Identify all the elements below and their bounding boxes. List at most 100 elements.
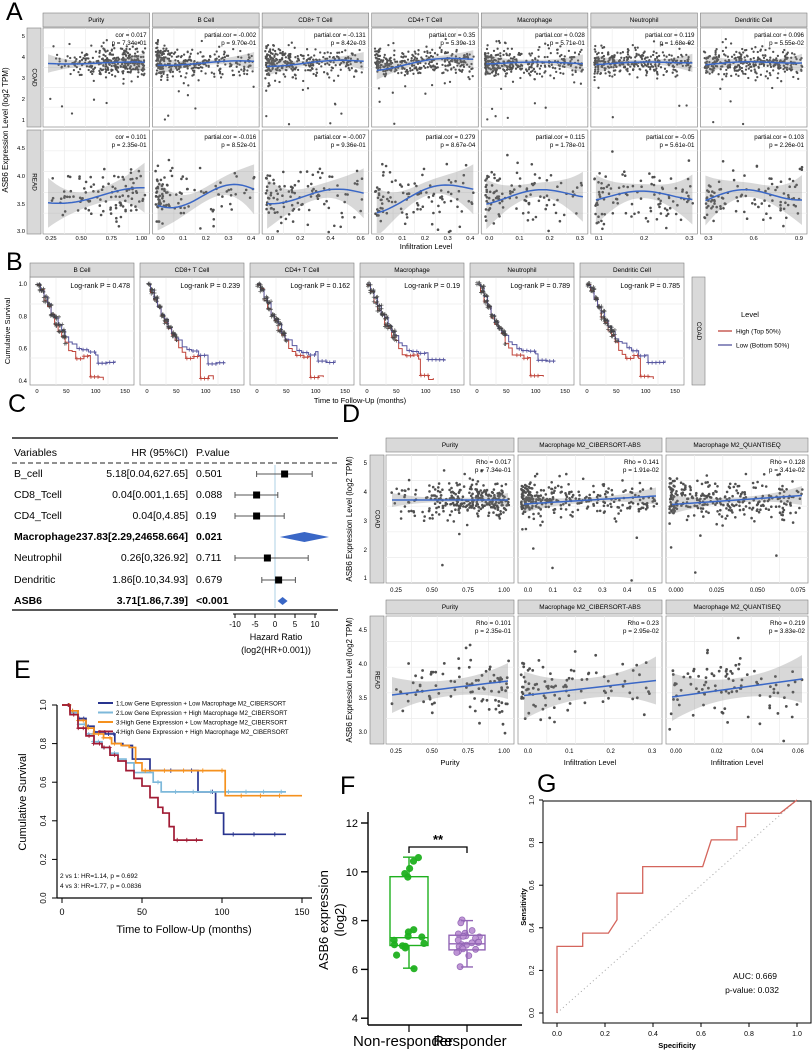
rho-annotation: Rho = 0.23 — [628, 620, 660, 627]
y-tick-label: 0.6 — [39, 776, 48, 788]
y-tick-label: 3.5 — [17, 202, 25, 208]
panel-a: ASB6 Expression Level (log2 TPM) Infiltra… — [1, 12, 808, 251]
x-tick-label: 0.9 — [795, 236, 803, 242]
cor-annotation: partial.cor = -0.05 — [646, 134, 695, 141]
censor-marks-high — [514, 353, 541, 378]
plot-panel — [42, 129, 150, 235]
x-tick-label: 0.00 — [670, 749, 682, 755]
facet-strip-label: Macrophage M2_CIBERSORT-ABS — [539, 442, 640, 449]
estimate-square — [275, 576, 283, 584]
auc-text: AUC: 0.669 — [733, 971, 777, 981]
p-annotation: p = 7.34e-01 — [112, 40, 147, 47]
rho-annotation: Rho = 0.128 — [770, 459, 805, 466]
plot-panel — [665, 615, 809, 745]
y-tick-label: 1.0 — [19, 282, 28, 288]
panel-b-cell: Log-rank P = 0.785 — [579, 276, 685, 386]
panel-g-ylabel: Sensitivity — [519, 887, 528, 925]
p-annotation: p = 1.68e-02 — [660, 40, 695, 47]
x-tick-label: 0.2 — [546, 236, 554, 242]
axis-tick-label: 0 — [273, 620, 278, 629]
x-tick-label: 50 — [613, 389, 619, 395]
estimate-diamond-wide — [279, 532, 329, 542]
x-tick-label: 0.1 — [179, 236, 187, 242]
axis-tick-label: 5 — [293, 620, 298, 629]
panel-e: 1.0 0.8 0.6 0.4 0.2 0.0 0 50 100 150 Cumulative Su… — [17, 699, 312, 936]
forest-axis-label: Hazard Ratio — [250, 632, 303, 642]
row-pvalue: 0.711 — [196, 552, 222, 564]
facet-strip-label: COAD — [695, 322, 702, 341]
plot-panel — [590, 129, 698, 235]
grid-lines — [590, 130, 698, 234]
group-label: Non-responder — [353, 1033, 453, 1050]
facet-strip-label: Macrophage — [394, 267, 430, 274]
x-tick-label: 0.50 — [426, 588, 438, 594]
grid-lines — [700, 28, 807, 127]
panel-a-ylabel: ASB6 Expression Level (log2 TPM) — [1, 67, 10, 193]
data-point — [459, 932, 467, 940]
smooth-line — [486, 188, 584, 205]
km-curve-low — [587, 284, 666, 364]
x-tick-label: 100 — [531, 389, 541, 395]
row-variable: CD8_Tcell — [14, 489, 62, 501]
x-tick-label: 0.075 — [790, 588, 806, 594]
facet-strip — [139, 262, 245, 278]
facet-strip — [26, 129, 42, 235]
row-hr: 0.04[0.001,1.65] — [112, 489, 188, 501]
x-tick-label: 0 — [585, 389, 588, 395]
scatter-points — [49, 39, 147, 115]
y-tick-label: 3 — [364, 519, 368, 525]
grid-lines — [262, 28, 369, 127]
x-tick-label: 100 — [214, 907, 229, 917]
x-tick-label: 100 — [91, 389, 101, 395]
panel-a-cell: partial.cor = -0.05p = 5.61e-01 — [590, 129, 698, 235]
x-tick-label: 0 — [59, 907, 64, 917]
smooth-line — [595, 61, 693, 66]
y-tick-label: 4 — [352, 1013, 358, 1025]
smooth-line — [523, 495, 657, 505]
x-tick-label: 0.3 — [648, 749, 657, 755]
x-tick-label: 0.2 — [202, 236, 210, 242]
cor-annotation: partial.cor = 0.119 — [645, 32, 695, 39]
facet-strip-label: Macrophage M2_QUANTISEQ — [693, 604, 780, 611]
cor-annotation: partial.cor = 0.103 — [754, 134, 804, 141]
cor-annotation: partial.cor = 0.279 — [426, 134, 476, 141]
ci-ribbon — [157, 164, 255, 231]
plot-panel — [700, 27, 808, 128]
facet-strip-label: COAD — [30, 68, 37, 87]
panel-b: Cumulative Survival 1.0 0.8 0.6 0.4 Time to F… — [3, 262, 789, 405]
facet-strip-label: Macrophage M2_CIBERSORT-ABS — [539, 604, 640, 611]
x-tick-label: 0.1 — [595, 236, 603, 242]
panel-g: 0.0 0.2 0.4 0.6 0.8 1.0 0.0 0.2 0.4 0.6 0.8 1.0 Spec… — [519, 795, 812, 1050]
x-tick-label: 0.0 — [266, 236, 274, 242]
x-tick-label: 50 — [173, 389, 179, 395]
y-tick-label: 4.0 — [17, 174, 25, 180]
panel-d-xlabel: Purity — [440, 758, 459, 767]
legend-label: 4:High Gene Expression + High Macrophage… — [116, 729, 289, 736]
x-tick-label: 0.0 — [524, 749, 533, 755]
legend-label: High (Top 50%) — [736, 329, 781, 336]
smooth-line — [671, 678, 803, 698]
grid-lines — [518, 616, 662, 744]
censor-marks-high — [294, 353, 321, 380]
facet-strip — [665, 599, 809, 615]
x-tick-label: 0.2 — [421, 236, 429, 242]
panel-a-label: A — [6, 0, 23, 26]
y-tick-label: 0.6 — [19, 347, 28, 353]
facet-strip — [700, 12, 808, 28]
ci-ribbon — [486, 54, 583, 74]
panel-b-label: B — [6, 248, 23, 276]
logrank-p: Log-rank P = 0.478 — [70, 283, 130, 290]
y-tick-label: 0.0 — [39, 892, 48, 904]
axis-tick-label: -10 — [229, 620, 241, 629]
y-tick-label: 1 — [22, 118, 25, 124]
cor-annotation: partial.cor = 0.028 — [535, 32, 585, 39]
facet-strip-label: Dendritic Cell — [613, 267, 651, 274]
row-hr: 237.83[2.29,24658.664] — [76, 531, 188, 543]
x-tick-label: 50 — [503, 389, 509, 395]
